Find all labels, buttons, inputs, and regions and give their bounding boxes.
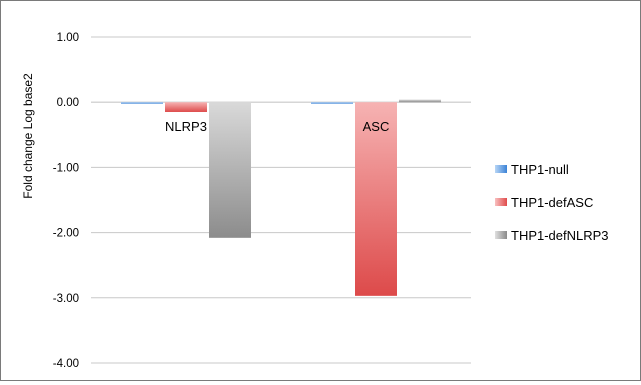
- category-label: NLRP3: [165, 119, 207, 134]
- legend-swatch: [495, 198, 507, 206]
- y-axis-title: Fold change Log base2: [21, 73, 35, 199]
- y-tick-label: 0.00: [57, 97, 79, 109]
- category-labels: NLRP3 ASC: [165, 119, 389, 134]
- bar-asc-thp1-defasc: [355, 102, 397, 296]
- bar-nlrp3-thp1-defasc: [165, 102, 207, 112]
- y-axis: 1.00 0.00 -1.00 -2.00 -3.00 -4.00: [53, 32, 79, 370]
- category-label: ASC: [363, 119, 390, 134]
- bar-nlrp3-thp1-defnlrp3: [209, 102, 251, 238]
- bar-asc-thp1-defnlrp3: [399, 99, 441, 103]
- legend-label: THP1-defASC: [511, 195, 593, 210]
- bars: [121, 99, 441, 296]
- bar-nlrp3-thp1-null: [121, 102, 163, 104]
- legend-swatch: [495, 231, 507, 239]
- y-tick-label: -2.00: [53, 228, 79, 240]
- legend-swatch: [495, 165, 507, 173]
- legend-label: THP1-null: [511, 162, 569, 177]
- legend: THP1-null THP1-defASC THP1-defNLRP3: [495, 162, 609, 243]
- y-tick-label: -1.00: [53, 162, 79, 174]
- y-tick-label: 1.00: [57, 32, 79, 44]
- y-tick-label: -4.00: [53, 358, 79, 370]
- legend-label: THP1-defNLRP3: [511, 228, 609, 243]
- y-tick-label: -3.00: [53, 293, 79, 305]
- gridlines: [91, 36, 471, 364]
- bar-asc-thp1-null: [311, 102, 353, 104]
